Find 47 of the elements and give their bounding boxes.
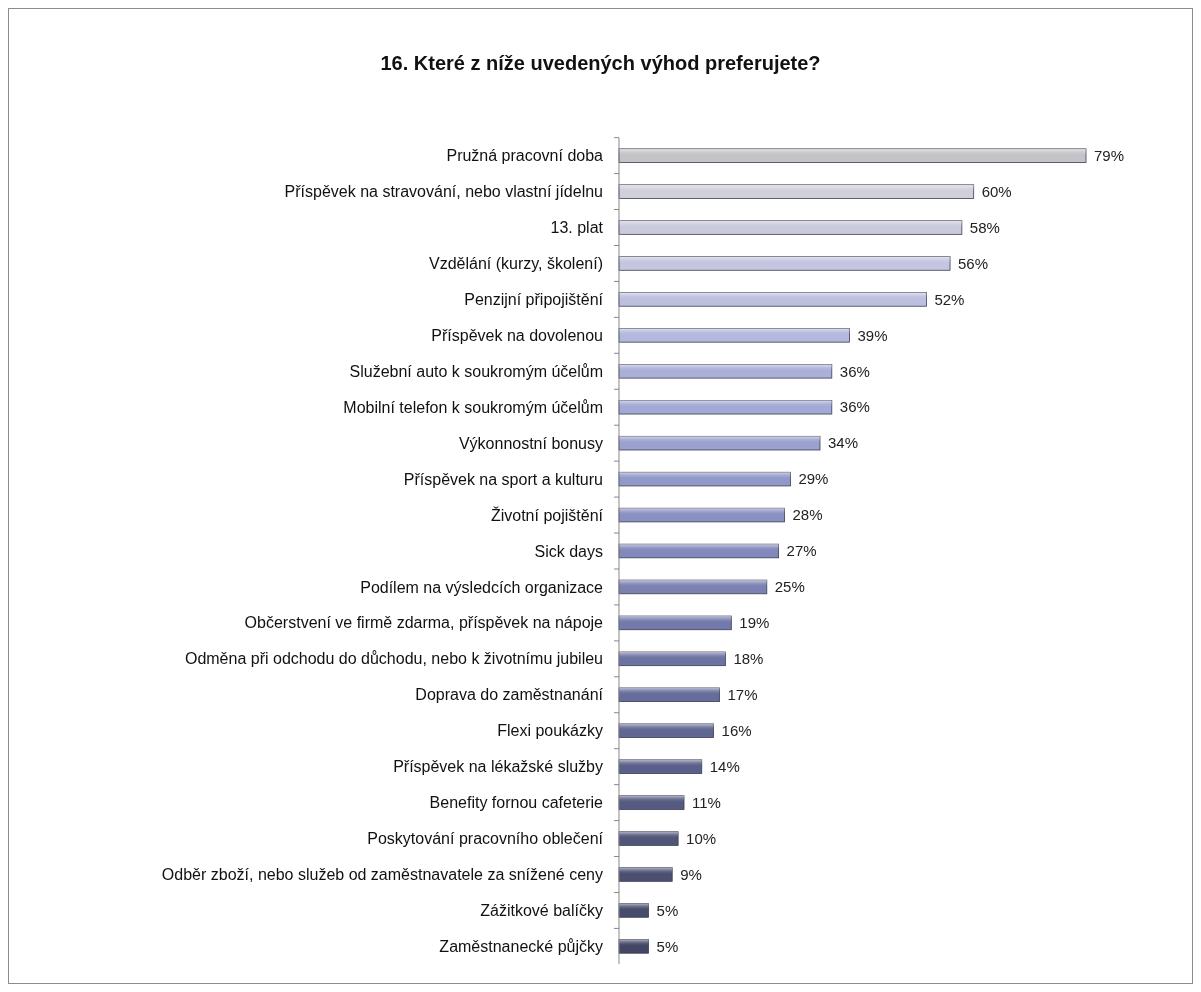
y-tick-label: Příspěvek na lékažské služby [393,758,603,776]
data-label: 60% [981,182,1012,200]
data-label: 16% [721,721,752,739]
chart-title: 16. Které z níže uvedených výhod preferujete? [380,52,821,74]
y-tick-label: 13. plat [550,219,604,237]
data-label: 39% [857,326,888,344]
data-label: 18% [733,650,764,668]
y-tick-label: Služební auto k soukromým účelům [349,362,603,380]
data-label: 34% [827,434,859,452]
y-tick-label: Benefity fornou cafeterie [429,794,604,812]
y-tick-label: Poskytování pracovního oblečení [367,830,604,848]
y-tick-label: Podílem na výsledcích organizace [360,578,604,596]
y-tick-label: Občerstvení ve firmě zdarma, příspěvek na nápoje [244,614,604,632]
data-label: 11% [692,793,721,811]
data-label: 36% [839,398,870,416]
data-label: 9% [680,865,702,883]
y-tick-label: Penzijní připojištění [464,290,604,308]
data-label: 28% [792,506,823,524]
y-tick-label: Sick days [534,542,603,560]
data-label: 5% [656,901,679,919]
data-label: 25% [774,578,805,596]
y-tick-label: Životní pojištění [490,505,604,524]
data-label: 52% [934,290,965,308]
data-label: 14% [709,757,740,775]
y-tick-label: Doprava do zaměstnanání [415,686,604,704]
data-label: 10% [686,829,717,847]
y-tick-label: Vzdělání (kurzy, školení) [429,255,603,273]
y-tick-label: Odběr zboží, nebo služeb od zaměstnavatele za snížené ceny [161,866,603,884]
y-tick-label: Flexi poukázky [497,722,603,740]
data-label: 27% [786,542,817,560]
y-tick-label: Příspěvek na dovolenou [431,326,603,344]
data-label: 17% [727,686,758,704]
data-label: 19% [739,614,770,632]
y-tick-label: Mobilní telefon k soukromým účelům [343,398,603,416]
data-label: 5% [656,937,679,955]
y-tick-label: Příspěvek na sport a kulturu [403,470,603,488]
y-tick-label: Zážitkové balíčky [480,902,603,920]
y-tick-label: Odměna při odchodu do důchodu, nebo k životnímu jubileu [184,650,603,668]
y-tick-label: Výkonnostní bonusy [458,434,603,452]
data-label: 29% [798,470,829,488]
data-label: 58% [969,218,1000,236]
y-tick-label: Zaměstnanecké půjčky [439,937,603,955]
y-tick-label: Pružná pracovní doba [446,147,604,165]
data-label: 79% [1094,146,1125,164]
y-tick-label: Příspěvek na stravování, nebo vlastní jídelnu [284,183,603,201]
data-label: 56% [958,254,989,272]
data-label: 36% [839,362,870,380]
